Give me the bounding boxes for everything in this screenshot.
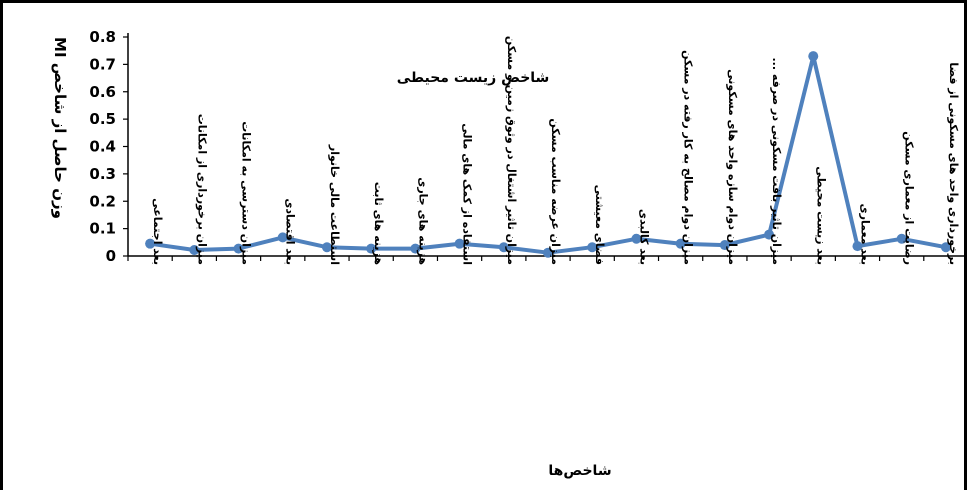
y-tick-label: 0.5 (89, 110, 116, 128)
data-point (940, 242, 951, 253)
x-category-label: میزان تاثیر بافت مسکونی در صرفه ... (770, 57, 783, 265)
x-category-label: میزان دوام مصالح به کار رفته در مسکن (682, 50, 695, 265)
x-category-label: بعد معماری (859, 204, 872, 265)
y-tick-label: 0.4 (89, 138, 116, 156)
data-point (587, 242, 598, 253)
data-point (321, 242, 332, 253)
data-point (543, 247, 553, 258)
x-category-label: بعد زیست محیطی (814, 166, 827, 265)
data-point (719, 240, 730, 251)
data-point (277, 232, 288, 243)
x-category-label: بعد کالبدی (637, 209, 650, 265)
x-category-label: میزان برخورداری از امکانات (195, 114, 208, 265)
data-point (189, 244, 200, 255)
x-category-label: استطاعت مالی خانوار (328, 144, 341, 265)
data-point (498, 242, 509, 253)
x-category-label: بعد اجتماعی (151, 198, 164, 265)
x-category-label: میزان عرضه مناسب مسکن (549, 118, 562, 265)
y-tick-label: 0.3 (89, 165, 116, 183)
data-point (366, 243, 377, 254)
data-point (410, 243, 421, 254)
y-axis-title: وزن حاصل از شاخص MI (51, 37, 69, 219)
x-category-label: میزان دوام سازه واحد های مسکونی (726, 69, 739, 265)
data-point (896, 233, 907, 244)
series-environmental (145, 51, 951, 258)
y-tick-label: 0.1 (89, 220, 116, 238)
data-point (233, 243, 244, 254)
x-category-label: برخورداری واحد های مسکونی از فضا (947, 62, 960, 265)
y-axis: 0 0.1 0.2 0.3 0.4 0.5 0.6 0.7 0.8 (89, 28, 129, 265)
x-category-label: استفاده از کمک های مالی (461, 123, 474, 265)
y-tick-label: 0.2 (89, 192, 116, 210)
data-point (675, 238, 686, 249)
data-point (852, 241, 863, 252)
x-category-label: بعد اقتصادی (284, 198, 297, 265)
x-category-label: هزینه های جاری (416, 177, 429, 265)
data-point (764, 229, 775, 240)
x-category-label: میزان دسترسی به امکانات (240, 121, 253, 265)
x-category-label: هزینه های ثابت (372, 182, 385, 265)
data-point (631, 233, 642, 244)
y-tick-label: 0 (106, 247, 116, 265)
x-axis-title: شاخص‌ها (548, 463, 611, 479)
x-category-label: میزان تاثیر اشتغال در وثوق زمین و مسکن (505, 36, 518, 265)
x-category-label: رضایت از معماری مسکن (903, 131, 916, 265)
y-tick-label: 0.7 (89, 55, 116, 73)
y-tick-label: 0.8 (89, 28, 116, 46)
data-point (808, 51, 819, 62)
x-category-label: فضای معیشتی (593, 185, 606, 265)
y-tick-label: 0.6 (89, 83, 116, 101)
data-point (145, 238, 156, 249)
data-point (454, 238, 465, 249)
chart-title: شاخص زیست محیطی (397, 70, 550, 86)
category-labels: بعد اجتماعی میزان برخورداری از امکانات میز… (151, 36, 960, 265)
line-chart: 0 0.1 0.2 0.3 0.4 0.5 0.6 0.7 0.8 بعد اجتماعی میز… (51, 28, 967, 479)
